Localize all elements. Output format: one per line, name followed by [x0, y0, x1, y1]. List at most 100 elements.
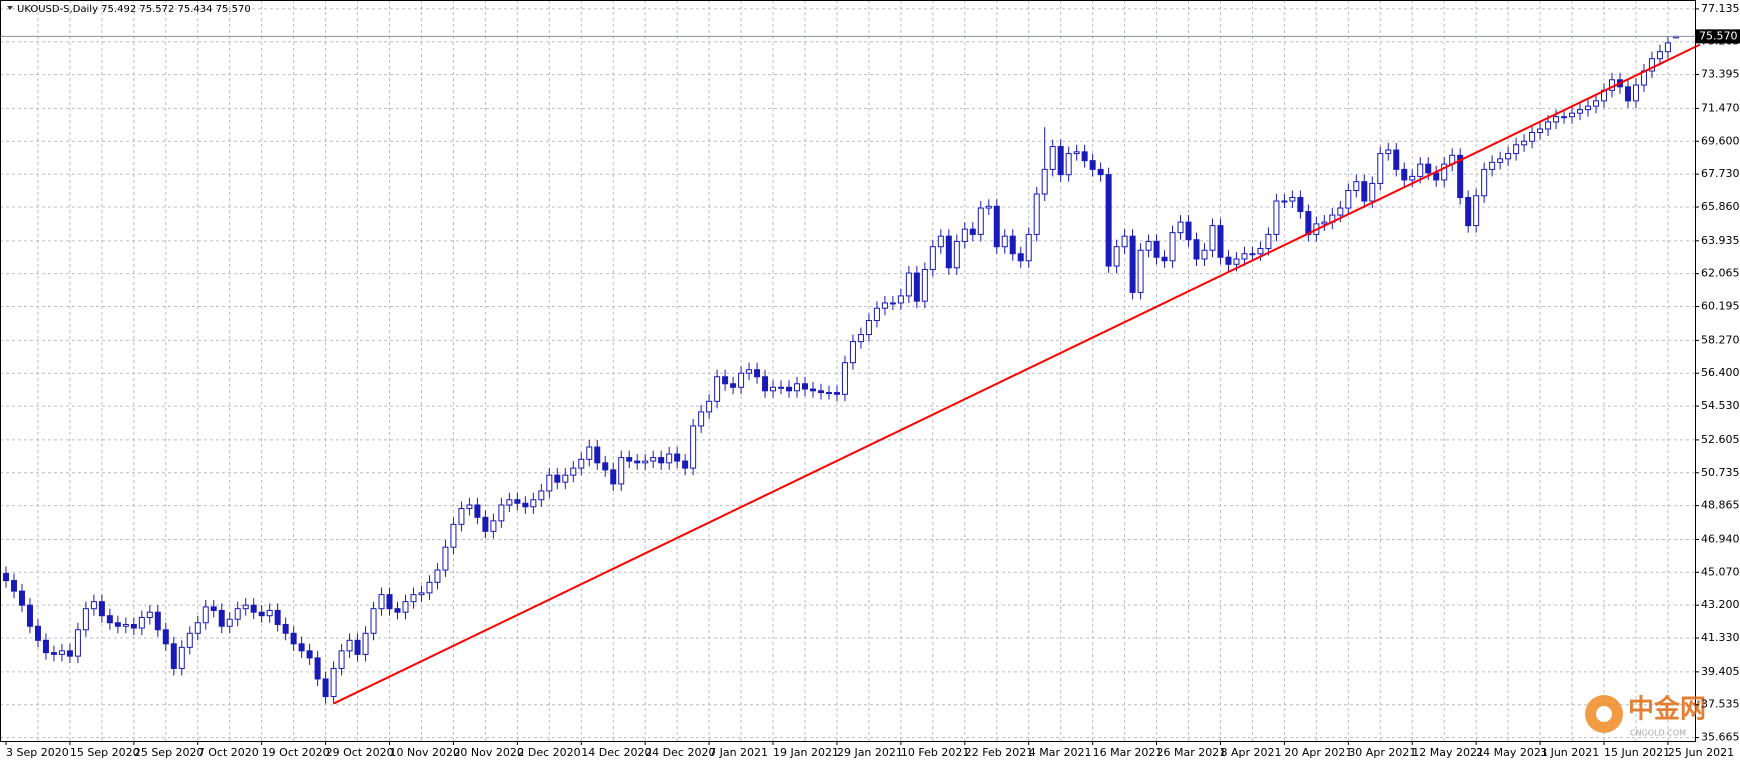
- candle-body: [138, 616, 145, 629]
- candle-body: [34, 625, 41, 641]
- candle-body: [881, 302, 888, 309]
- x-tick-label: 25 Sep 2020: [134, 746, 204, 759]
- candle-body: [562, 474, 569, 483]
- candle-body: [602, 462, 609, 471]
- watermark-logo-inner: [1596, 706, 1612, 722]
- candle-body: [530, 499, 537, 508]
- candle-body: [1505, 153, 1512, 160]
- x-tick-label: 26 Mar 2021: [1157, 746, 1227, 759]
- candle-body: [178, 646, 185, 669]
- x-tick-label: 7 Oct 2020: [198, 746, 259, 759]
- candle-body: [1553, 116, 1560, 123]
- candle-body: [506, 499, 513, 506]
- y-tick-label: 77.135: [1701, 2, 1740, 15]
- candle-body: [809, 388, 816, 392]
- candle-body: [394, 608, 401, 613]
- candle-body: [865, 320, 872, 336]
- candle-body: [1425, 163, 1432, 174]
- price-label-box: [1696, 29, 1740, 44]
- candle-body: [1321, 221, 1328, 225]
- candle-body: [66, 650, 73, 657]
- x-tick-label: 29 Jan 2021: [837, 746, 903, 759]
- candle-body: [258, 611, 265, 617]
- x-tick-label: 10 Nov 2020: [390, 746, 460, 759]
- candle-body: [802, 383, 808, 390]
- candle-body: [1233, 258, 1240, 265]
- price-label: 75.570: [1699, 29, 1738, 42]
- candle-body: [1377, 153, 1384, 184]
- candle-body: [1417, 163, 1424, 177]
- candle-body: [1009, 235, 1016, 255]
- candle-body: [1361, 181, 1368, 202]
- candle-body: [1001, 235, 1008, 248]
- x-tick-label: 2 Dec 2020: [517, 746, 580, 759]
- candle-body: [482, 516, 489, 532]
- candle-body: [234, 608, 241, 620]
- x-tick-label: 30 Apr 2021: [1348, 746, 1416, 759]
- candle-body: [1209, 225, 1216, 251]
- candle-body: [873, 307, 880, 322]
- x-tick-label: 24 May 2021: [1476, 746, 1548, 759]
- candle-body: [1345, 189, 1352, 209]
- candle-body: [1249, 253, 1256, 256]
- candle-body: [498, 504, 505, 522]
- candle-body: [1656, 51, 1663, 60]
- candle-body: [642, 460, 649, 464]
- y-tick-label: 39.405: [1701, 665, 1740, 678]
- candle-body: [594, 446, 601, 464]
- candle-body: [889, 302, 896, 305]
- chart-title: UKOUSD-S,Daily 75.492 75.572 75.434 75.5…: [17, 4, 251, 15]
- candle-body: [354, 639, 361, 655]
- candle-body: [1632, 84, 1639, 102]
- candle-body: [738, 372, 745, 388]
- candle-body: [402, 601, 409, 613]
- x-tick-label: 10 Feb 2021: [901, 746, 969, 759]
- x-tick-label: 3 Sep 2020: [6, 746, 69, 759]
- candle-body: [554, 474, 561, 483]
- candle-body: [1145, 240, 1152, 251]
- candle-body: [945, 235, 952, 269]
- x-tick-label: 19 Jan 2021: [773, 746, 839, 759]
- candle-body: [42, 639, 49, 654]
- candle-body: [897, 295, 904, 304]
- candle-body: [218, 609, 225, 627]
- candle-body: [794, 383, 801, 392]
- candle-body: [18, 590, 25, 606]
- y-tick-label: 65.860: [1701, 200, 1740, 213]
- candle-body: [146, 611, 153, 618]
- candle-body: [514, 499, 521, 504]
- candle-body: [1489, 161, 1496, 170]
- x-tick-label: 24 Dec 2020: [645, 746, 715, 759]
- candle-body: [1393, 149, 1400, 170]
- candle-body: [841, 362, 848, 395]
- candle-body: [1185, 221, 1192, 241]
- candle-body: [714, 376, 721, 402]
- candle-body: [1513, 144, 1520, 155]
- candle-body: [458, 508, 465, 525]
- x-tick-label: 22 Feb 2021: [965, 746, 1033, 759]
- candle-body: [1441, 163, 1448, 181]
- x-tick-label: 20 Nov 2020: [453, 746, 523, 759]
- candle-body: [1169, 232, 1176, 262]
- candle-body: [1561, 116, 1568, 119]
- candle-body: [666, 453, 673, 464]
- candle-body: [122, 623, 129, 627]
- y-tick-label: 50.735: [1701, 466, 1740, 479]
- candle-body: [746, 369, 753, 374]
- candle-body: [274, 609, 281, 625]
- candle-body: [50, 652, 57, 655]
- candle-body: [186, 632, 193, 648]
- marks: [0, 35, 1701, 705]
- candle-body: [698, 411, 705, 427]
- candle-body: [58, 650, 65, 655]
- candle-body: [1497, 158, 1504, 163]
- candle-body: [330, 667, 337, 698]
- y-tick-label: 62.065: [1701, 267, 1740, 280]
- candle-body: [825, 392, 832, 395]
- candle-body: [1545, 121, 1552, 130]
- candle-body: [610, 469, 617, 485]
- candle-body: [1385, 149, 1392, 155]
- y-tick-label: 69.600: [1701, 134, 1740, 147]
- candle-body: [1648, 58, 1655, 72]
- candle-body: [538, 490, 545, 501]
